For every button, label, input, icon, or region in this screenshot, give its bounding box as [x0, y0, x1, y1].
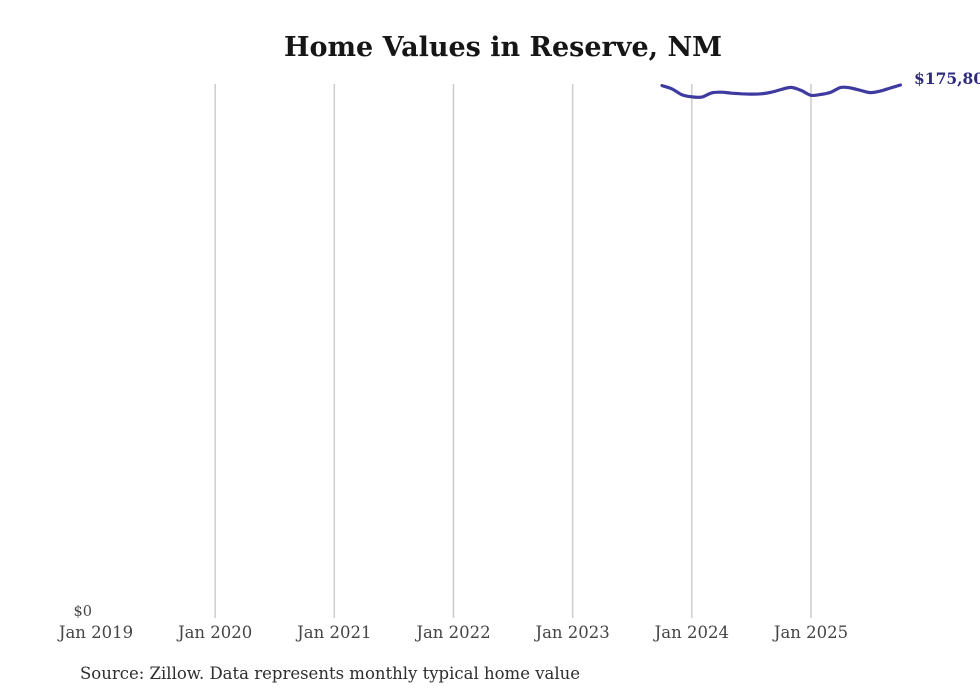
x-tick-label: Jan 2021	[297, 623, 372, 642]
x-tick-label: Jan 2024	[654, 623, 729, 642]
x-tick-label: Jan 2019	[58, 623, 134, 642]
source-note: Source: Zillow. Data represents monthly …	[80, 664, 581, 683]
x-tick-label: Jan 2022	[416, 623, 491, 642]
x-tick-label: Jan 2025	[773, 623, 849, 642]
x-tick-label: Jan 2023	[535, 623, 610, 642]
x-tick-label: Jan 2020	[177, 623, 253, 642]
home-value-line	[660, 83, 902, 99]
y-axis-zero-label: $0	[73, 604, 92, 620]
chart-title: Home Values in Reserve, NM	[283, 32, 723, 63]
latest-value-label: $175,800	[914, 69, 980, 88]
